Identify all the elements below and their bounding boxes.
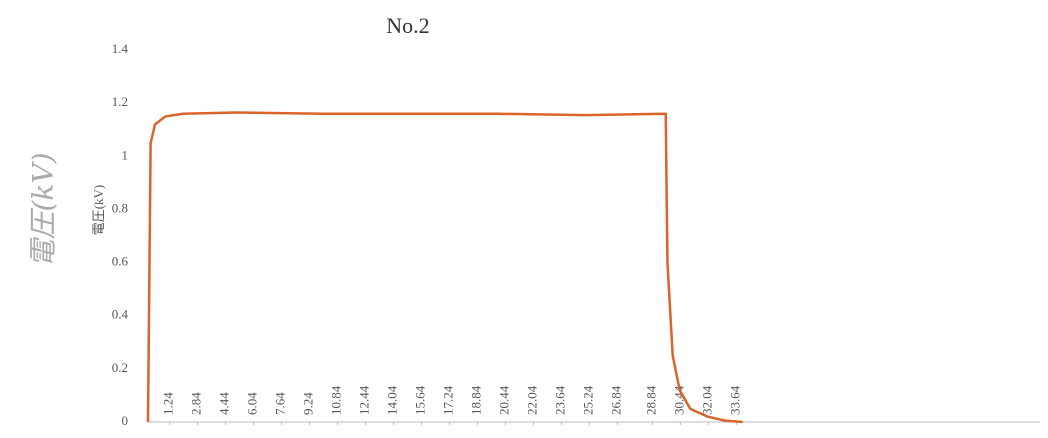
x-tick-label: 1.24 (161, 392, 176, 415)
x-tick-label: 18.84 (468, 385, 483, 415)
x-tick-label: 22.04 (524, 385, 539, 415)
x-tick-label: 2.84 (189, 392, 204, 415)
x-tick-label: 7.64 (273, 392, 288, 415)
x-tick-label: 15.64 (413, 385, 428, 415)
y-tick-label: 1.4 (112, 41, 129, 56)
data-line (146, 111, 743, 424)
x-tick-label: 28.84 (643, 385, 658, 415)
x-tick-label: 9.24 (301, 392, 316, 415)
x-tick-label: 32.04 (699, 385, 714, 415)
x-tick-label: 25.24 (580, 385, 595, 415)
x-tick-label: 33.64 (727, 385, 742, 415)
y-tick-label: 1.2 (112, 94, 128, 109)
y-tick-label: 0.8 (112, 200, 128, 215)
x-tick-label: 4.44 (217, 392, 232, 415)
x-tick-label: 12.44 (357, 385, 372, 415)
y-tick-label: 0.6 (112, 254, 129, 269)
y-tick-label: 1 (122, 147, 129, 162)
y-tick-label: 0.4 (112, 307, 129, 322)
x-tick-label: 17.24 (441, 385, 456, 415)
x-tick-label: 14.04 (385, 385, 400, 415)
chart-title: No.2 (386, 13, 429, 38)
x-tick-label: 10.84 (329, 385, 344, 415)
y-axis-label: 電圧(kV) (91, 185, 106, 236)
x-tick-label: 26.84 (608, 385, 623, 415)
x-tick-label: 20.44 (496, 385, 511, 415)
handwritten-annotation: 電圧(kV) (27, 152, 60, 267)
y-tick-label: 0.2 (112, 360, 128, 375)
y-tick-label: 0 (122, 413, 129, 428)
x-tick-label: 6.04 (245, 392, 260, 415)
x-tick-label: 23.64 (552, 385, 567, 415)
x-tick-label: 30.44 (671, 385, 686, 415)
